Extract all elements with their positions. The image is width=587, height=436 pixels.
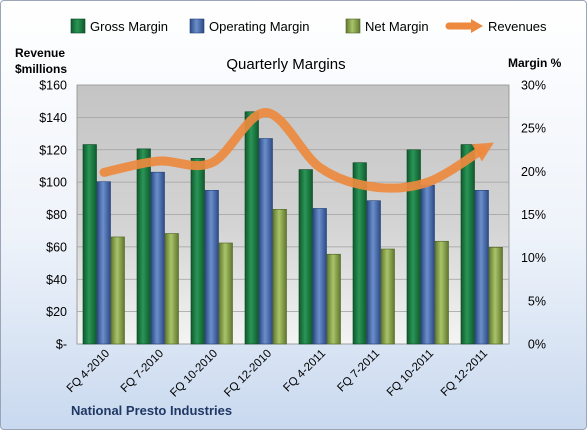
legend-swatch-net-margin bbox=[345, 18, 361, 34]
revenues-line bbox=[99, 108, 487, 193]
legend-arrow-revenues bbox=[471, 19, 483, 33]
left-tick-label: $20 bbox=[46, 305, 67, 319]
legend-label-gross-margin: Gross Margin bbox=[90, 19, 168, 34]
left-tick-label: $100 bbox=[39, 176, 67, 190]
gross-margin-bar bbox=[406, 149, 421, 345]
legend: Gross Margin Operating Margin Net Margin… bbox=[70, 18, 547, 34]
x-tick-label: FQ 7-2010 bbox=[119, 348, 166, 395]
operating-margin-bar bbox=[204, 190, 219, 345]
gross-margin-bar bbox=[244, 111, 259, 345]
net-margin-bar bbox=[380, 248, 395, 345]
net-margin-bar bbox=[488, 247, 503, 345]
gross-margin-bar bbox=[136, 148, 151, 345]
net-margin-bar bbox=[434, 240, 449, 345]
chart-title: Quarterly Margins bbox=[226, 56, 345, 73]
gross-margin-bar bbox=[190, 158, 205, 345]
operating-margin-bar bbox=[258, 138, 273, 345]
left-tick-label: $140 bbox=[39, 111, 67, 125]
x-tick-label: FQ 12-2010 bbox=[222, 348, 274, 400]
right-tick-label: 25% bbox=[521, 122, 546, 136]
gross-margin-bar bbox=[460, 144, 475, 345]
legend-label-revenues: Revenues bbox=[488, 19, 547, 34]
x-tick-label: FQ 4-2010 bbox=[65, 348, 112, 395]
revenues-arrowhead bbox=[471, 142, 495, 162]
net-margin-bar bbox=[110, 236, 125, 345]
revenues-line-layer bbox=[99, 108, 495, 193]
x-tick-label: FQ 12-2011 bbox=[439, 348, 490, 399]
x-tick-label: FQ 4-2011 bbox=[281, 348, 328, 395]
gross-margin-bar bbox=[82, 144, 97, 345]
right-tick-label: 0% bbox=[528, 338, 546, 352]
right-tick-label: 30% bbox=[521, 79, 546, 93]
legend-label-net-margin: Net Margin bbox=[365, 19, 429, 34]
operating-margin-bar bbox=[96, 181, 111, 345]
net-margin-bar bbox=[272, 209, 287, 345]
legend-swatch-operating-margin bbox=[189, 18, 205, 34]
x-tick-label: FQ 10-2010 bbox=[168, 348, 220, 400]
right-tick-label: 20% bbox=[521, 165, 546, 179]
left-axis-title-line1: Revenue bbox=[15, 46, 65, 60]
right-axis-ticks: 0% 5% 10% 15% 20% 25% 30% bbox=[521, 79, 546, 352]
legend-label-operating-margin: Operating Margin bbox=[209, 19, 309, 34]
left-tick-label: $40 bbox=[46, 273, 67, 287]
left-axis-ticks: $- $20 $40 $60 $80 $100 $120 $140 $160 bbox=[39, 79, 67, 352]
left-tick-label: $160 bbox=[39, 79, 67, 93]
x-tick-label: FQ 10-2011 bbox=[385, 348, 436, 399]
left-tick-label: $- bbox=[56, 338, 67, 352]
net-margin-bar bbox=[164, 233, 179, 345]
net-margin-bar bbox=[326, 253, 341, 345]
right-tick-label: 15% bbox=[521, 208, 546, 222]
left-tick-label: $80 bbox=[46, 208, 67, 222]
left-axis-title-line2: $millions bbox=[15, 62, 67, 76]
bar-series bbox=[82, 111, 503, 345]
left-tick-label: $60 bbox=[46, 240, 67, 254]
operating-margin-bar bbox=[366, 200, 381, 345]
operating-margin-bar bbox=[312, 208, 327, 345]
right-tick-label: 5% bbox=[528, 294, 546, 308]
operating-margin-bar bbox=[150, 171, 165, 345]
legend-swatch-gross-margin bbox=[70, 18, 86, 34]
operating-margin-bar bbox=[474, 190, 489, 345]
net-margin-bar bbox=[218, 242, 233, 345]
left-tick-label: $120 bbox=[39, 143, 67, 157]
right-axis-title: Margin % bbox=[508, 56, 562, 70]
company-name: National Presto Industries bbox=[71, 403, 232, 418]
x-tick-label: FQ 7-2011 bbox=[335, 348, 382, 395]
x-axis-ticks: FQ 4-2010 FQ 7-2010 FQ 10-2010 FQ 12-2010 FQ… bbox=[65, 348, 490, 400]
gross-margin-bar bbox=[298, 169, 313, 345]
right-tick-label: 10% bbox=[521, 251, 546, 265]
operating-margin-bar bbox=[420, 184, 435, 345]
gross-margin-bar bbox=[352, 162, 367, 345]
